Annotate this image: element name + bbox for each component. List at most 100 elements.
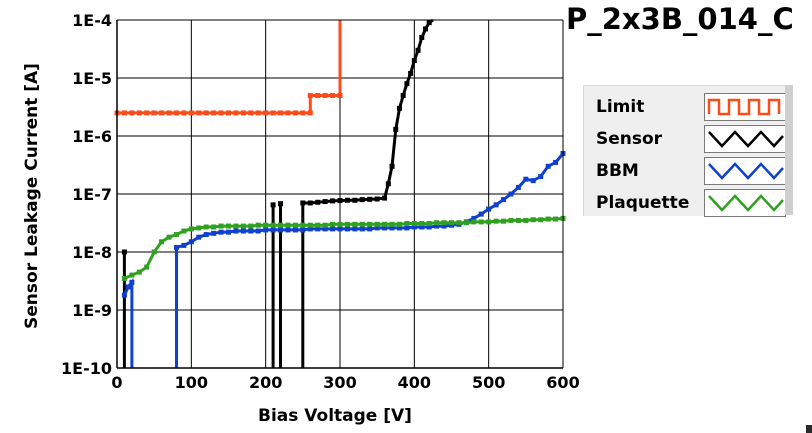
data-point-limit bbox=[121, 110, 127, 116]
data-point-plaquette bbox=[523, 217, 529, 223]
data-point-limit bbox=[263, 110, 269, 116]
data-point-bbm bbox=[538, 174, 544, 180]
legend-swatch-line bbox=[708, 130, 784, 148]
data-point-plaquette bbox=[240, 223, 246, 229]
data-point-bbm bbox=[344, 226, 350, 232]
data-point-bbm bbox=[196, 234, 202, 240]
data-point-sensor bbox=[408, 70, 414, 76]
x-tick-label: 400 bbox=[398, 373, 431, 392]
data-point-sensor bbox=[359, 197, 365, 203]
data-point-plaquette bbox=[263, 222, 269, 228]
data-point-bbm bbox=[374, 225, 380, 231]
data-point-sensor bbox=[315, 199, 321, 205]
data-point-plaquette bbox=[411, 221, 417, 227]
x-tick-label: 300 bbox=[323, 373, 356, 392]
y-tick-label: 1E-5 bbox=[72, 69, 112, 88]
chart-title: P_2x3B_014_C bbox=[566, 2, 794, 36]
data-point-bbm bbox=[441, 223, 447, 229]
data-point-sensor bbox=[415, 47, 421, 53]
data-point-limit bbox=[196, 110, 202, 116]
data-point-bbm bbox=[367, 226, 373, 232]
data-point-bbm bbox=[426, 224, 432, 230]
data-point-plaquette bbox=[508, 217, 514, 223]
y-axis-label: Sensor Leakage Current [A] bbox=[22, 63, 42, 329]
data-point-bbm bbox=[501, 197, 507, 203]
data-point-sensor bbox=[393, 126, 399, 132]
data-point-plaquette bbox=[136, 269, 142, 275]
legend-item-bbm: BBM bbox=[596, 157, 786, 185]
data-point-limit bbox=[233, 110, 239, 116]
data-point-bbm bbox=[263, 227, 269, 233]
data-point-sensor bbox=[367, 196, 373, 202]
data-point-plaquette bbox=[478, 219, 484, 225]
data-point-limit bbox=[136, 110, 142, 116]
y-tick-label: 1E-10 bbox=[61, 359, 112, 378]
data-point-plaquette bbox=[226, 223, 231, 229]
data-point-sensor bbox=[389, 163, 395, 169]
data-point-limit bbox=[203, 110, 209, 116]
data-point-bbm bbox=[173, 244, 179, 250]
data-point-limit bbox=[300, 110, 306, 116]
data-point-limit bbox=[307, 110, 313, 116]
legend-scrollbar[interactable] bbox=[785, 85, 793, 215]
data-point-limit bbox=[270, 110, 276, 116]
data-point-plaquette bbox=[129, 272, 135, 278]
data-point-bbm bbox=[181, 242, 187, 248]
data-point-plaquette bbox=[144, 264, 150, 270]
data-point-plaquette bbox=[292, 222, 298, 228]
data-point-bbm bbox=[218, 229, 224, 235]
data-point-limit bbox=[315, 92, 321, 98]
data-point-sensor bbox=[330, 198, 336, 204]
data-point-plaquette bbox=[196, 225, 202, 231]
data-point-plaquette bbox=[270, 222, 276, 228]
y-tick-label: 1E-7 bbox=[72, 185, 112, 204]
data-point-bbm bbox=[382, 225, 388, 231]
data-point-plaquette bbox=[367, 221, 373, 227]
data-point-plaquette bbox=[456, 220, 462, 226]
data-point-bbm bbox=[233, 228, 239, 234]
data-point-bbm bbox=[419, 224, 425, 230]
y-tick-label: 1E-4 bbox=[72, 11, 112, 30]
data-point-plaquette bbox=[285, 222, 291, 228]
data-point-sensor bbox=[300, 200, 306, 206]
data-point-plaquette bbox=[322, 222, 328, 228]
data-point-bbm bbox=[523, 176, 529, 182]
data-point-limit bbox=[285, 110, 291, 116]
data-point-plaquette bbox=[330, 221, 336, 227]
data-point-bbm bbox=[396, 225, 402, 231]
data-point-plaquette bbox=[166, 234, 172, 240]
data-point-bbm bbox=[285, 227, 291, 233]
data-point-plaquette bbox=[538, 217, 544, 223]
data-point-sensor bbox=[382, 195, 388, 201]
data-point-limit bbox=[218, 110, 224, 116]
data-point-limit bbox=[337, 92, 343, 98]
data-point-bbm bbox=[226, 229, 231, 235]
data-point-bbm bbox=[389, 225, 395, 231]
data-point-plaquette bbox=[486, 219, 492, 225]
data-point-plaquette bbox=[501, 218, 507, 224]
data-point-plaquette bbox=[211, 224, 217, 230]
data-point-limit bbox=[181, 110, 187, 116]
data-point-limit bbox=[151, 110, 157, 116]
legend-swatch-plaquette bbox=[704, 189, 786, 217]
data-point-plaquette bbox=[344, 221, 350, 227]
data-point-limit bbox=[188, 110, 194, 116]
legend-swatch-limit bbox=[704, 93, 786, 121]
data-point-plaquette bbox=[441, 220, 447, 226]
data-point-bbm bbox=[515, 184, 521, 190]
data-point-plaquette bbox=[307, 222, 313, 228]
y-tick-label: 1E-6 bbox=[72, 127, 112, 146]
data-point-plaquette bbox=[471, 219, 477, 225]
legend-swatch-line bbox=[708, 162, 784, 180]
data-point-bbm bbox=[315, 226, 321, 232]
data-point-plaquette bbox=[515, 217, 521, 223]
data-point-plaquette bbox=[248, 223, 254, 229]
y-tick-label: 1E-8 bbox=[72, 243, 112, 262]
data-point-plaquette bbox=[173, 232, 179, 238]
data-point-bbm bbox=[270, 227, 276, 233]
data-point-bbm bbox=[129, 279, 135, 285]
legend-label-plaquette: Plaquette bbox=[596, 193, 690, 213]
data-point-bbm bbox=[486, 206, 492, 212]
data-point-limit bbox=[307, 92, 313, 98]
